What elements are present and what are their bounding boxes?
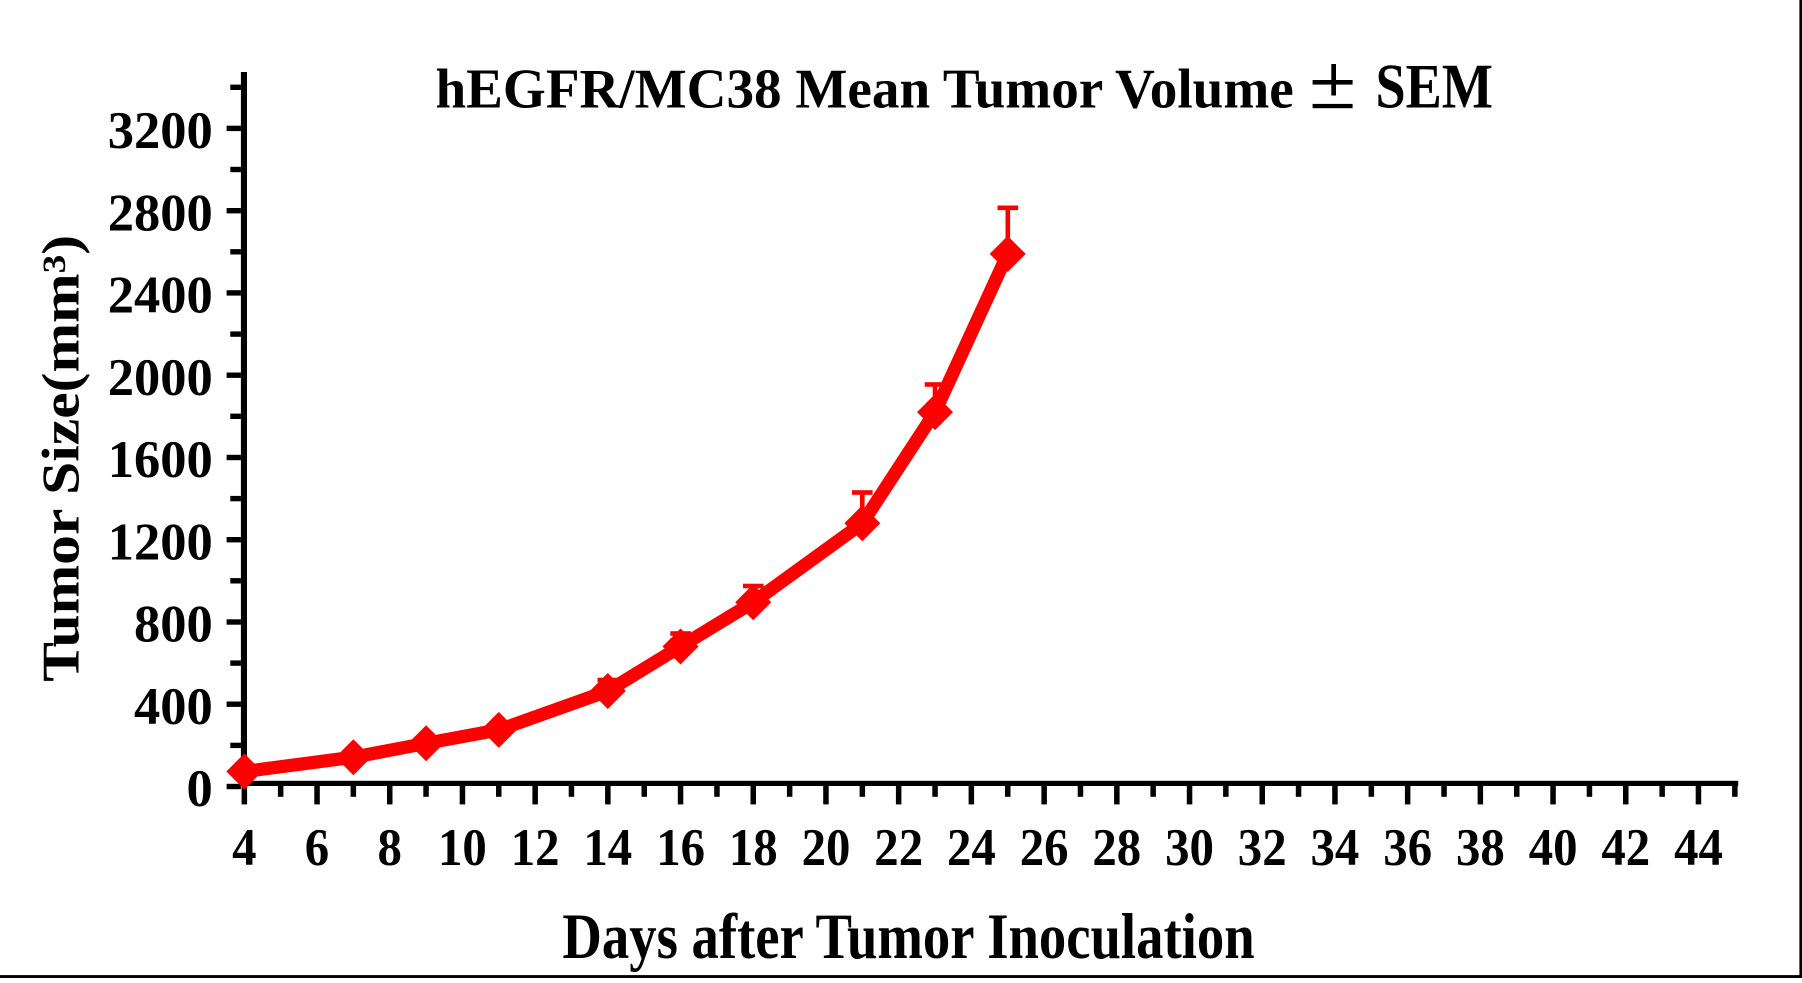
- svg-text:2800: 2800: [108, 184, 213, 242]
- svg-text:18: 18: [729, 818, 778, 876]
- svg-text:4: 4: [232, 818, 256, 876]
- svg-text:hEGFR/MC38 Mean Tumor Volume: hEGFR/MC38 Mean Tumor Volume: [436, 58, 1294, 121]
- svg-text:3200: 3200: [108, 102, 213, 160]
- svg-text:Tumor Size(mm3): Tumor Size(mm3): [33, 235, 91, 682]
- svg-text:SEM: SEM: [1376, 50, 1493, 121]
- svg-text:38: 38: [1456, 818, 1505, 876]
- svg-text:24: 24: [947, 818, 996, 876]
- svg-text:2400: 2400: [108, 267, 213, 325]
- svg-text:30: 30: [1165, 818, 1214, 876]
- svg-text:0: 0: [186, 760, 212, 818]
- svg-text:16: 16: [656, 818, 705, 876]
- svg-text:20: 20: [802, 818, 851, 876]
- svg-text:32: 32: [1238, 818, 1287, 876]
- svg-text:6: 6: [305, 818, 329, 876]
- svg-text:34: 34: [1310, 818, 1359, 876]
- svg-text:800: 800: [134, 596, 213, 654]
- svg-text:36: 36: [1383, 818, 1432, 876]
- svg-text:Days after Tumor Inoculation: Days after Tumor Inoculation: [562, 901, 1254, 972]
- svg-text:8: 8: [377, 818, 401, 876]
- svg-text:2000: 2000: [108, 349, 213, 407]
- svg-text:28: 28: [1092, 818, 1141, 876]
- svg-text:14: 14: [583, 818, 632, 876]
- svg-text:12: 12: [511, 818, 560, 876]
- svg-text:22: 22: [874, 818, 923, 876]
- svg-text:1600: 1600: [108, 431, 213, 489]
- svg-text:400: 400: [134, 678, 213, 736]
- svg-text:1200: 1200: [108, 513, 213, 571]
- svg-text:10: 10: [438, 818, 487, 876]
- svg-text:40: 40: [1529, 818, 1578, 876]
- svg-text:42: 42: [1601, 818, 1650, 876]
- svg-text:26: 26: [1020, 818, 1069, 876]
- svg-text:44: 44: [1674, 818, 1723, 876]
